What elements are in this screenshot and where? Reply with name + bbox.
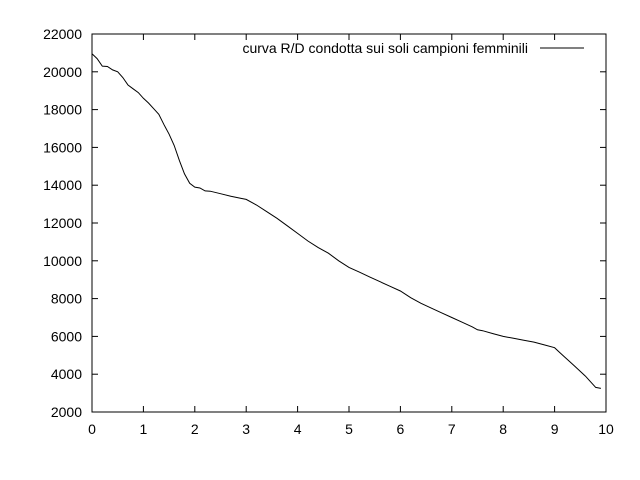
legend-label: curva R/D condotta sui soli campioni fem… — [242, 40, 528, 56]
x-tick-label: 3 — [242, 421, 250, 437]
y-tick-label: 20000 — [43, 64, 82, 80]
y-axis-ticks: 2000 4000 6000 8000 10000 12000 14000 16000 1800… — [43, 26, 606, 420]
y-tick-label: 6000 — [51, 328, 82, 344]
x-tick-label: 8 — [499, 421, 507, 437]
y-tick-label: 8000 — [51, 291, 82, 307]
x-axis-ticks: 0 1 2 3 4 5 6 7 8 9 10 — [88, 34, 614, 437]
series-layer — [91, 53, 601, 389]
x-tick-label: 7 — [448, 421, 456, 437]
x-tick-label: 4 — [294, 421, 302, 437]
legend: curva R/D condotta sui soli campioni fem… — [242, 40, 584, 56]
x-tick-label: 5 — [345, 421, 353, 437]
x-tick-label: 0 — [88, 421, 96, 437]
y-tick-label: 14000 — [43, 177, 82, 193]
x-tick-label: 10 — [598, 421, 614, 437]
y-tick-label: 18000 — [43, 102, 82, 118]
x-tick-label: 6 — [397, 421, 405, 437]
y-tick-label: 12000 — [43, 215, 82, 231]
plot-frame — [91, 33, 607, 413]
y-tick-label: 10000 — [43, 253, 82, 269]
y-tick-label: 22000 — [43, 26, 82, 42]
x-tick-label: 1 — [140, 421, 148, 437]
series-line — [91, 53, 601, 389]
y-tick-label: 4000 — [51, 366, 82, 382]
x-tick-label: 9 — [551, 421, 559, 437]
x-tick-label: 2 — [191, 421, 199, 437]
y-tick-label: 2000 — [51, 404, 82, 420]
y-tick-label: 16000 — [43, 139, 82, 155]
